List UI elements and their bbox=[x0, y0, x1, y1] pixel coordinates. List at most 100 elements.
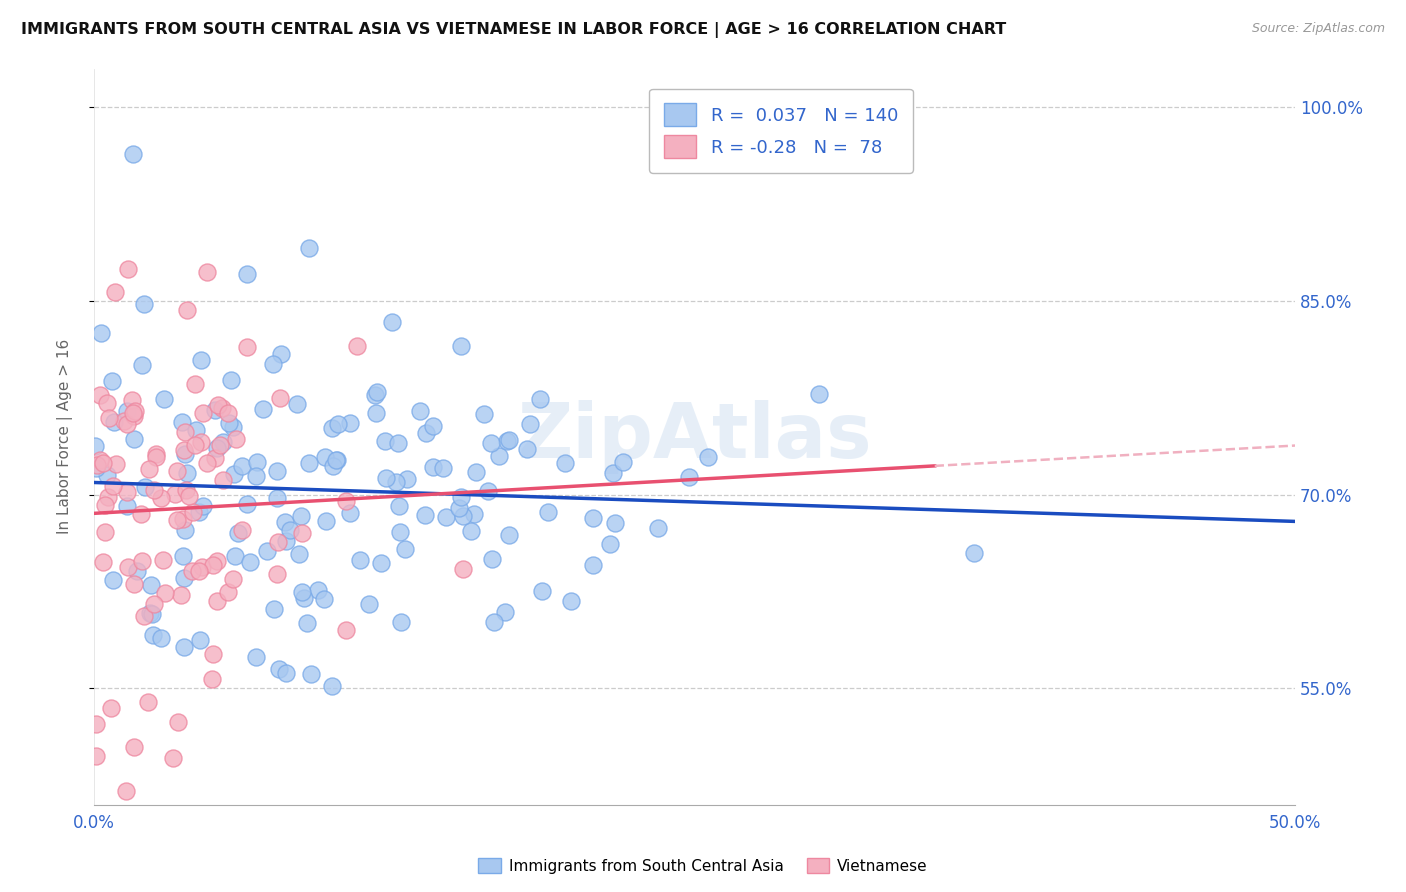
Point bbox=[181, 564, 204, 578]
Point bbox=[217, 585, 239, 599]
Point bbox=[205, 594, 228, 608]
Point bbox=[422, 459, 444, 474]
Point bbox=[191, 560, 214, 574]
Point bbox=[263, 602, 285, 616]
Point bbox=[460, 524, 482, 539]
Point bbox=[162, 750, 184, 764]
Point bbox=[138, 461, 160, 475]
Point bbox=[298, 241, 321, 255]
Point bbox=[554, 456, 576, 470]
Point bbox=[174, 483, 197, 497]
Point bbox=[463, 507, 485, 521]
Point bbox=[149, 632, 172, 646]
Point bbox=[103, 415, 125, 429]
Text: IMMIGRANTS FROM SOUTH CENTRAL ASIA VS VIETNAMESE IN LABOR FORCE | AGE > 16 CORRE: IMMIGRANTS FROM SOUTH CENTRAL ASIA VS VI… bbox=[21, 22, 1007, 38]
Point bbox=[292, 591, 315, 605]
Point bbox=[602, 466, 624, 480]
Point bbox=[479, 436, 502, 450]
Point bbox=[212, 435, 235, 450]
Point bbox=[498, 434, 520, 448]
Point bbox=[236, 267, 259, 281]
Point bbox=[122, 147, 145, 161]
Point bbox=[124, 432, 146, 446]
Point bbox=[100, 374, 122, 388]
Point bbox=[477, 483, 499, 498]
Point bbox=[172, 549, 194, 564]
Legend: R =  0.037   N = 140, R = -0.28   N =  78: R = 0.037 N = 140, R = -0.28 N = 78 bbox=[650, 88, 912, 173]
Point bbox=[202, 558, 225, 573]
Point bbox=[266, 491, 288, 506]
Point bbox=[295, 616, 318, 631]
Point bbox=[201, 672, 224, 686]
Point bbox=[256, 543, 278, 558]
Point bbox=[170, 415, 193, 429]
Point bbox=[131, 358, 153, 372]
Point bbox=[97, 490, 120, 504]
Point bbox=[291, 526, 314, 541]
Point bbox=[388, 500, 411, 514]
Point bbox=[115, 499, 138, 513]
Point bbox=[484, 615, 506, 629]
Point bbox=[209, 438, 232, 452]
Point bbox=[115, 404, 138, 418]
Point bbox=[322, 458, 344, 473]
Point bbox=[143, 597, 166, 611]
Point bbox=[270, 347, 292, 361]
Point bbox=[121, 392, 143, 407]
Point bbox=[236, 497, 259, 511]
Point bbox=[201, 647, 224, 661]
Point bbox=[173, 640, 195, 654]
Point bbox=[211, 473, 233, 487]
Point bbox=[115, 417, 138, 432]
Legend: Immigrants from South Central Asia, Vietnamese: Immigrants from South Central Asia, Viet… bbox=[472, 852, 934, 880]
Point bbox=[104, 457, 127, 471]
Point bbox=[498, 528, 520, 542]
Point bbox=[396, 472, 419, 486]
Point bbox=[142, 628, 165, 642]
Point bbox=[496, 434, 519, 449]
Point bbox=[374, 471, 396, 485]
Point bbox=[211, 401, 233, 415]
Point bbox=[276, 665, 298, 680]
Point bbox=[696, 450, 718, 465]
Point bbox=[177, 490, 200, 504]
Point bbox=[288, 547, 311, 561]
Point bbox=[84, 460, 107, 475]
Point bbox=[387, 436, 409, 450]
Y-axis label: In Labor Force | Age > 16: In Labor Force | Age > 16 bbox=[58, 339, 73, 534]
Point bbox=[96, 396, 118, 410]
Point bbox=[415, 425, 437, 440]
Point bbox=[612, 455, 634, 469]
Point bbox=[374, 434, 396, 449]
Point bbox=[531, 583, 554, 598]
Point bbox=[221, 373, 243, 387]
Point bbox=[136, 695, 159, 709]
Point bbox=[364, 406, 387, 420]
Point bbox=[117, 261, 139, 276]
Point bbox=[124, 404, 146, 418]
Point bbox=[239, 555, 262, 569]
Point bbox=[132, 608, 155, 623]
Point bbox=[267, 662, 290, 676]
Point bbox=[494, 605, 516, 619]
Point bbox=[188, 632, 211, 647]
Point bbox=[174, 447, 197, 461]
Point bbox=[122, 740, 145, 755]
Point bbox=[451, 562, 474, 576]
Point bbox=[187, 564, 209, 578]
Point bbox=[188, 505, 211, 519]
Point bbox=[432, 460, 454, 475]
Point bbox=[366, 385, 388, 400]
Point bbox=[560, 593, 582, 607]
Point bbox=[173, 523, 195, 537]
Point bbox=[278, 523, 301, 537]
Point bbox=[218, 417, 240, 431]
Point bbox=[449, 501, 471, 516]
Point bbox=[207, 398, 229, 412]
Point bbox=[269, 392, 291, 406]
Text: ZipAtlas: ZipAtlas bbox=[517, 400, 872, 474]
Point bbox=[267, 535, 290, 549]
Point bbox=[183, 505, 205, 519]
Point bbox=[394, 541, 416, 556]
Point bbox=[131, 554, 153, 568]
